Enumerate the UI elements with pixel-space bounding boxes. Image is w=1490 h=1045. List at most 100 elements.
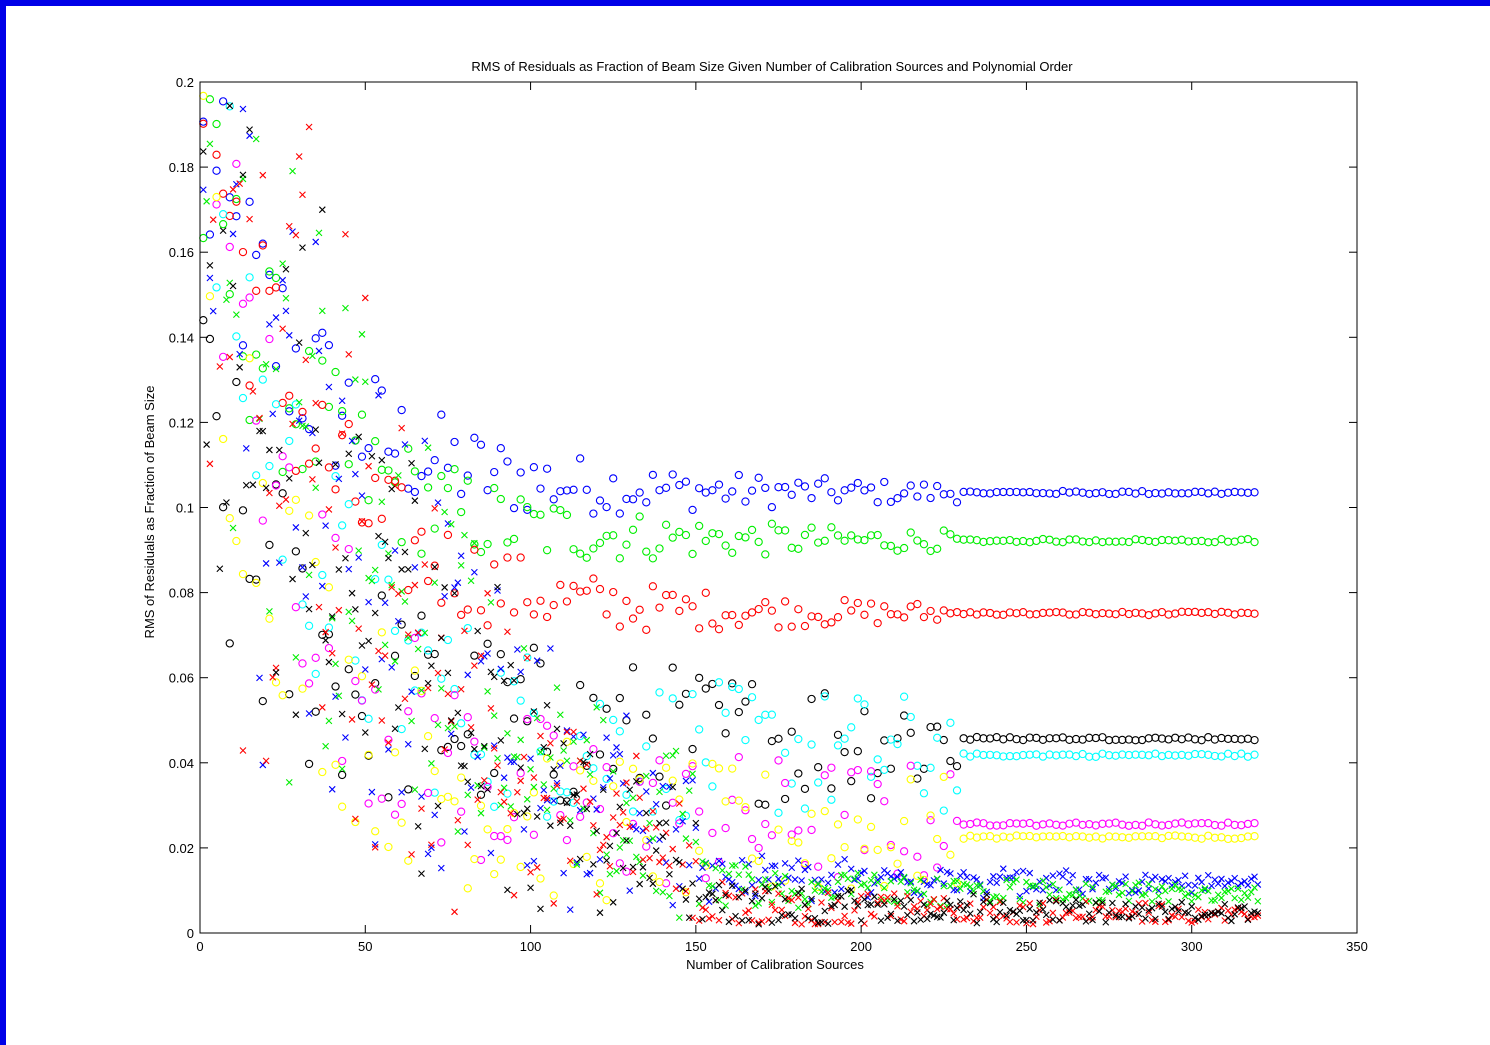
x-point: [411, 564, 419, 571]
x-point: [256, 674, 263, 682]
x-point: [467, 723, 475, 731]
x-point: [1231, 874, 1239, 882]
x-point: [986, 878, 994, 886]
x-point: [1049, 872, 1057, 879]
x-point: [328, 613, 336, 620]
circle-point: [509, 608, 519, 617]
x-point: [973, 875, 981, 883]
circle-point: [780, 748, 790, 757]
circle-point: [734, 531, 743, 541]
circle-point: [827, 523, 836, 532]
circle-point: [1223, 608, 1233, 617]
circle-point: [919, 789, 929, 798]
circle-point: [628, 663, 638, 672]
circle-point: [681, 888, 691, 897]
circle-point: [675, 795, 684, 804]
circle-point: [523, 717, 532, 726]
x-point: [457, 552, 465, 560]
x-point: [841, 855, 849, 863]
x-point: [1198, 878, 1206, 886]
x-point: [500, 784, 508, 792]
circle-point: [1190, 735, 1200, 744]
circle-point: [615, 693, 624, 703]
circle-point: [926, 606, 935, 616]
circle-point: [1237, 608, 1246, 617]
circle-point: [708, 759, 717, 769]
x-point: [223, 499, 230, 506]
x-point: [738, 856, 746, 864]
x-point: [831, 901, 839, 909]
circle-point: [1104, 751, 1114, 760]
circle-point: [721, 823, 730, 833]
circle-point: [668, 776, 677, 785]
circle-point: [820, 689, 829, 698]
circle-point: [794, 605, 803, 614]
circle-point: [232, 197, 241, 206]
circle-point: [695, 725, 704, 734]
circle-point: [265, 334, 274, 344]
x-point: [470, 568, 478, 576]
circle-point: [701, 684, 710, 693]
x-point: [1241, 910, 1248, 918]
x-point: [609, 814, 617, 821]
circle-point: [344, 655, 353, 664]
x-point: [431, 811, 439, 819]
x-point: [705, 898, 713, 906]
x-point: [540, 786, 548, 794]
circle-point: [701, 758, 710, 767]
x-point: [490, 673, 498, 681]
x-point: [1089, 916, 1096, 924]
circle-point: [1217, 733, 1226, 743]
x-point: [606, 862, 614, 870]
x-point: [302, 593, 310, 600]
x-point: [289, 420, 296, 428]
circle-point: [714, 857, 724, 867]
x-point: [748, 875, 756, 883]
circle-point: [754, 537, 763, 547]
circle-point: [728, 764, 737, 773]
circle-point: [807, 740, 816, 749]
x-point: [325, 383, 333, 391]
x-point: [580, 758, 587, 766]
circle-point: [820, 474, 829, 483]
circle-point: [536, 484, 545, 493]
circle-point: [721, 494, 730, 503]
circle-point: [780, 778, 790, 788]
x-point: [295, 417, 303, 425]
x-point: [798, 877, 806, 884]
x-point: [295, 153, 303, 160]
circle-point: [1164, 488, 1173, 497]
circle-point: [800, 530, 810, 540]
x-point: [771, 869, 779, 877]
x-point: [470, 745, 478, 753]
circle-point: [331, 367, 340, 377]
circle-point: [589, 509, 598, 518]
circle-point: [827, 795, 836, 804]
circle-point: [410, 536, 420, 545]
circle-point: [648, 554, 658, 563]
x-point: [699, 904, 706, 912]
circle-point: [542, 812, 552, 821]
circle-point: [1217, 607, 1226, 617]
x-point: [679, 810, 687, 818]
x-point: [388, 485, 396, 493]
circle-point: [675, 700, 684, 709]
x-point: [1085, 910, 1093, 918]
circle-point: [1144, 610, 1153, 620]
circle-point: [576, 812, 585, 821]
circle-point: [1098, 749, 1107, 758]
circle-point: [377, 591, 386, 600]
x-point: [808, 895, 815, 903]
x-point: [1052, 894, 1060, 902]
x-point: [778, 906, 786, 914]
x-point: [328, 649, 336, 657]
x-point: [702, 893, 710, 901]
circle-point: [661, 763, 671, 772]
circle-point: [225, 102, 234, 111]
circle-point: [430, 714, 439, 723]
circle-point: [999, 752, 1008, 761]
circle-point: [569, 545, 578, 554]
x-point: [735, 871, 743, 878]
circle-point: [503, 789, 512, 798]
circle-point: [364, 750, 373, 760]
